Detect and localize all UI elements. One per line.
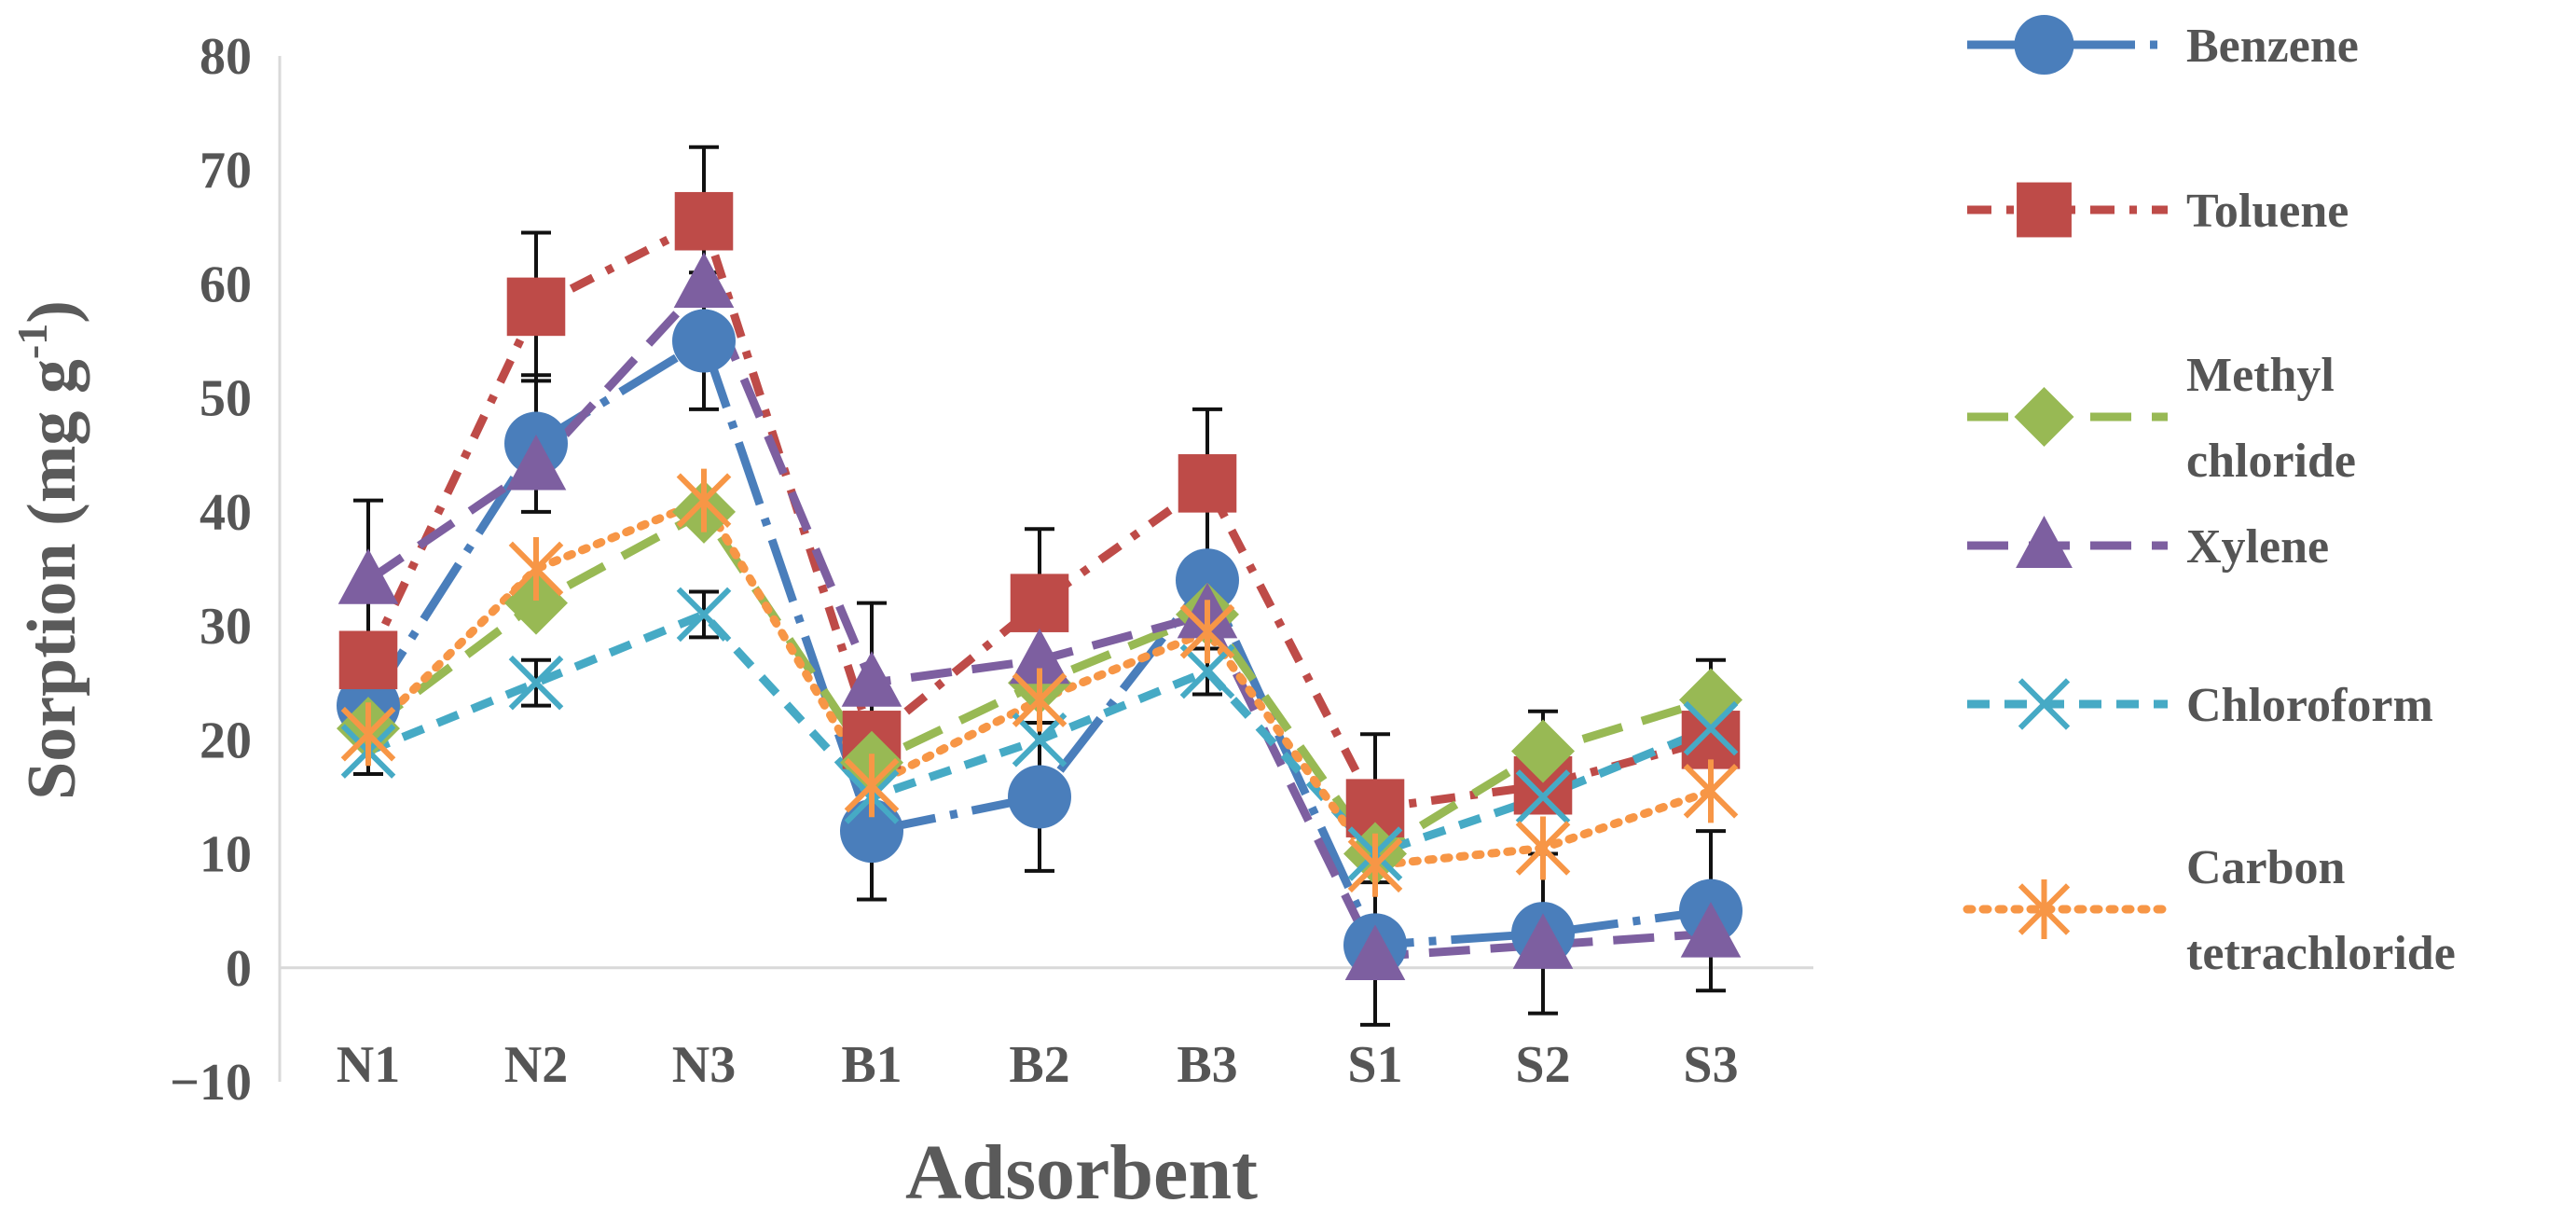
series-markers [337, 191, 1743, 981]
y-tick-labels: 80 70 60 50 40 30 20 10 0 −10 [170, 28, 252, 1112]
data-point-marker [2018, 879, 2071, 939]
y-tick-label: 0 [226, 940, 252, 998]
data-point-marker [338, 630, 398, 690]
marker-stroke [1515, 769, 1571, 824]
data-point-marker [1511, 719, 1575, 783]
data-point-marker [508, 655, 564, 711]
y-tick-label: 70 [200, 142, 252, 200]
data-point-marker [1179, 600, 1235, 664]
y-axis-title-suffix: ) [14, 300, 90, 324]
legend-item: Xylene [1967, 516, 2329, 574]
data-point-marker [1009, 628, 1070, 685]
legend-item: Chloroform [1967, 678, 2433, 732]
data-point-marker [1012, 668, 1068, 732]
x-axis-title: Adsorbent [905, 1129, 1258, 1216]
legend-label: Toluene [2186, 185, 2349, 238]
data-point-marker [2016, 516, 2073, 568]
x-tick-label: S2 [1515, 1036, 1570, 1094]
legend-label: Xylene [2186, 520, 2329, 574]
legend-label: Carbon [2186, 841, 2346, 894]
data-point-marker [841, 651, 902, 707]
y-tick-label: 30 [200, 598, 252, 656]
x-tick-label: S1 [1347, 1036, 1402, 1094]
data-point-marker [2014, 387, 2074, 447]
data-point-marker [2018, 678, 2071, 730]
x-tick-label: B3 [1177, 1036, 1237, 1094]
legend-label: Benzene [2186, 20, 2359, 73]
y-tick-label: 20 [200, 712, 252, 769]
y-tick-label: 80 [200, 28, 252, 86]
marker-stroke [508, 655, 564, 711]
y-tick-label: 40 [200, 484, 252, 542]
data-point-marker [1515, 769, 1571, 824]
y-tick-label: 50 [200, 370, 252, 428]
data-point-marker [505, 435, 567, 491]
legend: Benzene Toluene Methyl chloride Xylene Chloro… [1963, 15, 2456, 980]
data-point-marker [1010, 574, 1069, 632]
data-point-marker [1683, 700, 1739, 756]
data-point-marker [672, 309, 736, 373]
y-tick-label: 60 [200, 256, 252, 313]
marker-stroke [676, 587, 732, 643]
data-point-marker [1515, 816, 1571, 880]
legend-label: tetrachloride [2186, 927, 2456, 980]
legend-item: Toluene [1967, 182, 2349, 238]
data-point-marker [844, 754, 900, 818]
data-point-marker [674, 191, 734, 251]
x-tick-labels: N1 N2 N3 B1 B2 B3 S1 S2 S3 [337, 1036, 1739, 1094]
x-tick-label: B2 [1009, 1036, 1069, 1094]
marker-stroke [2018, 678, 2071, 730]
marker-stroke [1683, 700, 1739, 756]
data-point-marker [1178, 454, 1237, 513]
data-point-marker [1008, 765, 1071, 829]
data-point-marker [340, 702, 396, 767]
data-point-marker [1680, 902, 1742, 958]
y-axis-title-superscript: -1 [8, 324, 56, 359]
data-point-marker [1512, 913, 1574, 969]
legend-item: Methyl chloride [1967, 349, 2356, 488]
data-point-marker [676, 468, 732, 532]
data-point-marker [506, 277, 566, 337]
legend-label: Methyl [2186, 349, 2335, 402]
data-point-marker [1683, 759, 1739, 823]
x-tick-label: N1 [337, 1036, 400, 1094]
y-tick-label: 10 [200, 826, 252, 884]
marker-stroke [1012, 712, 1068, 768]
data-point-marker [673, 252, 735, 308]
data-point-marker [1179, 643, 1235, 699]
data-point-marker [1176, 548, 1239, 613]
x-tick-label: S3 [1683, 1036, 1738, 1094]
y-axis-title: Sorption (mg g-1) [8, 300, 90, 800]
data-point-marker [2017, 182, 2072, 238]
y-axis-title-main: Sorption (mg g [14, 359, 90, 800]
plot-area: 80 70 60 50 40 30 20 10 0 −10 N1 N2 N3 B1 B2 B3 S1 S2 S3 [170, 28, 1813, 1112]
series-line [365, 337, 1712, 949]
legend-item: Benzene [1967, 15, 2359, 75]
data-point-marker [1344, 924, 1406, 981]
legend-item: Carbon tetrachloride [1963, 841, 2456, 980]
data-point-marker [1347, 833, 1403, 897]
legend-label: chloride [2186, 435, 2356, 488]
legend-label: Chloroform [2186, 679, 2433, 732]
marker-stroke [1179, 643, 1235, 699]
data-point-marker [1012, 712, 1068, 768]
x-tick-label: N3 [672, 1036, 736, 1094]
y-tick-label: −10 [170, 1054, 252, 1112]
x-tick-label: N2 [504, 1036, 568, 1094]
data-point-marker [676, 587, 732, 643]
data-point-marker [337, 548, 399, 604]
data-point-marker [508, 537, 564, 601]
data-point-marker [2014, 15, 2074, 75]
series-line [364, 216, 1713, 813]
x-tick-label: B1 [841, 1036, 902, 1094]
